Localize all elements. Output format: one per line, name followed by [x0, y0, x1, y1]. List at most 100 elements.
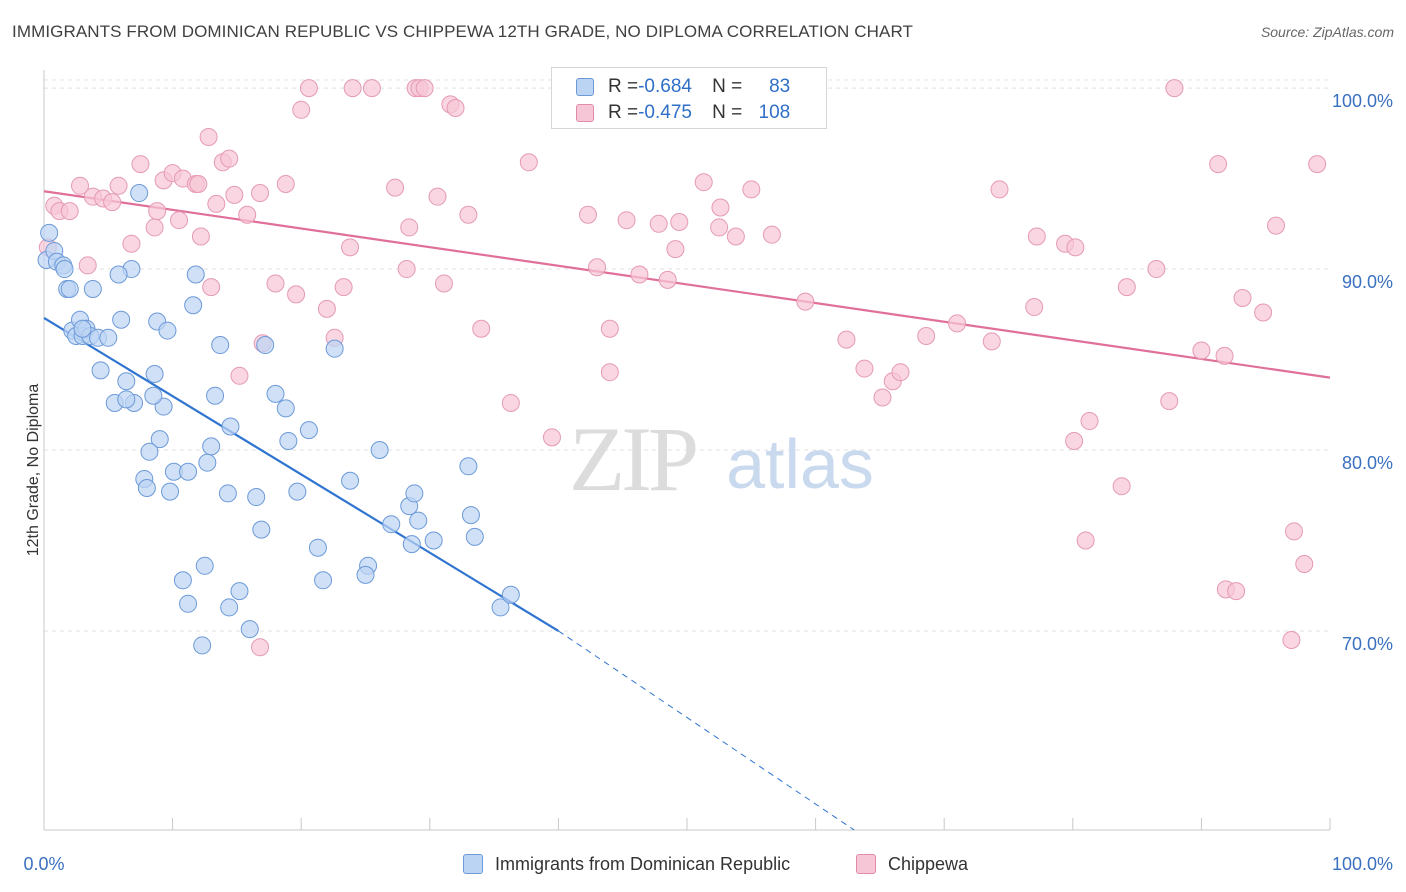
point-dominican [247, 488, 266, 507]
legend-r-label: R = [608, 76, 639, 97]
point-chippewa [145, 218, 164, 237]
point-chippewa [1295, 555, 1314, 573]
point-dominican [299, 421, 318, 440]
point-chippewa [1025, 298, 1044, 317]
point-chippewa [711, 198, 730, 217]
point-chippewa [207, 194, 226, 213]
point-dominican [130, 184, 149, 203]
point-chippewa [397, 260, 416, 279]
trend-line-dominican [43, 316, 559, 632]
point-chippewa [519, 153, 538, 172]
point-dominican [179, 594, 198, 613]
point-chippewa [71, 176, 90, 195]
point-dominican [99, 328, 118, 347]
legend-swatch-pink [576, 104, 594, 122]
bottom-legend-series2: Chippewa [856, 852, 968, 876]
point-dominican [266, 384, 285, 403]
point-chippewa [103, 193, 122, 212]
point-chippewa [199, 127, 218, 146]
point-chippewa [60, 202, 79, 221]
point-chippewa [266, 274, 285, 293]
source-label: Source: ZipAtlas.com [1260, 24, 1394, 40]
point-chippewa [1209, 155, 1228, 174]
watermark: ZIP atlas [569, 408, 874, 510]
point-dominican [461, 506, 480, 525]
point-dominican [256, 336, 275, 355]
point-chippewa [202, 278, 221, 297]
point-chippewa [658, 270, 677, 289]
point-dominican [195, 556, 214, 575]
point-dominican [91, 361, 110, 380]
point-chippewa [948, 314, 967, 333]
point-chippewa [1165, 79, 1184, 98]
point-dominican [252, 520, 271, 539]
point-chippewa [220, 149, 239, 168]
point-dominican [491, 598, 510, 617]
point-chippewa [600, 319, 619, 338]
point-chippewa [1282, 631, 1301, 649]
point-dominican [179, 462, 198, 481]
point-dominican [144, 386, 163, 405]
point-dominican [356, 565, 375, 584]
point-chippewa [1227, 582, 1246, 601]
point-chippewa [170, 211, 189, 230]
point-chippewa [578, 205, 597, 224]
point-chippewa [386, 178, 405, 197]
point-dominican [211, 336, 230, 355]
point-dominican [137, 479, 156, 497]
y-tick-label: 90.0% [1342, 272, 1393, 292]
point-dominican [150, 430, 169, 449]
point-chippewa [855, 359, 874, 378]
point-dominican [314, 571, 333, 590]
point-chippewa [1066, 238, 1085, 257]
point-dominican [198, 453, 217, 472]
point-chippewa [122, 234, 141, 253]
point-chippewa [317, 299, 336, 318]
point-chippewa [501, 393, 520, 412]
point-chippewa [459, 205, 478, 224]
trend-lines [43, 190, 1331, 831]
point-chippewa [837, 330, 856, 349]
point-chippewa [1117, 278, 1136, 297]
point-chippewa [148, 202, 167, 221]
legend-row-series1: R = -0.684 N = 83 [576, 75, 790, 99]
points [37, 79, 1327, 657]
point-chippewa [982, 332, 1001, 351]
point-dominican [193, 636, 212, 655]
point-chippewa [990, 180, 1009, 199]
legend-r-label: R = [608, 102, 639, 123]
point-dominican [409, 511, 428, 530]
point-dominican [117, 390, 136, 409]
point-chippewa [1308, 155, 1327, 174]
point-chippewa [434, 274, 453, 293]
point-chippewa [670, 213, 689, 231]
point-chippewa [191, 227, 210, 246]
point-chippewa [225, 185, 244, 204]
y-tick-label: 100.0% [1332, 91, 1393, 111]
point-chippewa [710, 218, 729, 237]
point-chippewa [542, 428, 561, 447]
point-chippewa [587, 258, 606, 277]
point-chippewa [1284, 522, 1303, 541]
point-dominican [220, 598, 239, 617]
point-chippewa [630, 265, 649, 284]
point-chippewa [1065, 431, 1084, 450]
point-dominican [83, 279, 102, 298]
point-chippewa [1080, 412, 1099, 431]
point-chippewa [1027, 227, 1046, 246]
point-chippewa [1076, 531, 1095, 550]
y-tick-label: 80.0% [1342, 453, 1393, 473]
point-chippewa [238, 205, 257, 224]
point-dominican [218, 484, 237, 503]
point-chippewa [109, 176, 128, 195]
point-dominican [158, 321, 177, 340]
chart-title: IMMIGRANTS FROM DOMINICAN REPUBLIC VS CH… [12, 22, 913, 41]
point-dominican [308, 538, 327, 557]
point-chippewa [600, 363, 619, 382]
trend-line-extension-dominican [558, 630, 855, 831]
correlation-legend: R = -0.684 N = 83 R = -0.475 N = 108 [551, 67, 827, 129]
legend-n-label: N = [712, 102, 743, 123]
point-chippewa [762, 225, 781, 244]
watermark-atlas: atlas [726, 425, 874, 503]
